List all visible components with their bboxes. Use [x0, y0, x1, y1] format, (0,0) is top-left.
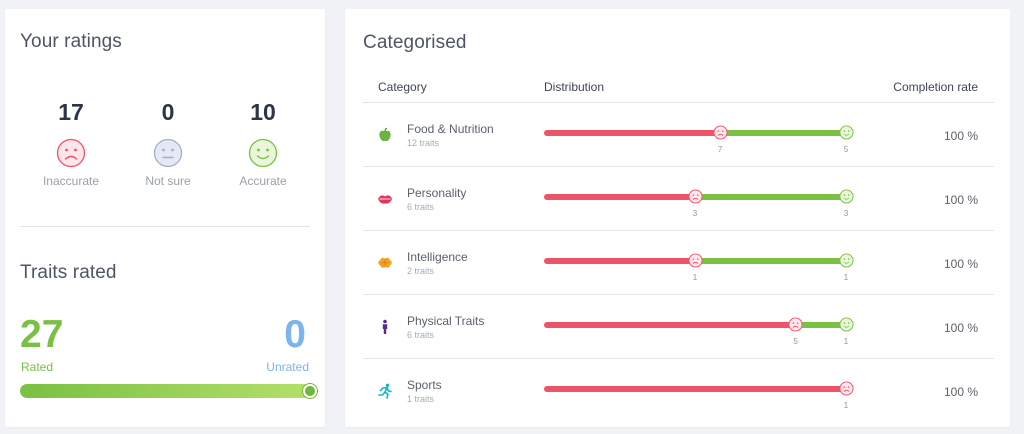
completion-rate: 100 %	[943, 129, 978, 143]
category-trait-count: 6 traits	[407, 202, 435, 212]
category-trait-count: 2 traits	[407, 266, 435, 276]
sad-face-icon	[56, 138, 86, 168]
completion-rate: 100 %	[943, 193, 978, 207]
column-header-completion: Completion rate	[893, 80, 978, 94]
inaccurate-count-label: 7	[717, 145, 723, 154]
table-row: Intelligence 2 traits 1 1 100 %	[363, 231, 994, 295]
happy-face-icon	[838, 189, 854, 204]
distribution-bar: 5 1	[544, 316, 854, 350]
rated-label: Rated	[21, 360, 54, 374]
unrated-label: Unrated	[266, 360, 309, 374]
category-name: Personality	[407, 186, 467, 200]
table-row: Food & Nutrition 12 traits 7 5 100 %	[363, 103, 994, 167]
accurate-segment	[695, 194, 846, 200]
distribution-bar: 1	[544, 380, 854, 414]
inaccurate-label: Inaccurate	[42, 174, 100, 188]
category-name: Sports	[407, 378, 442, 392]
category-name: Physical Traits	[407, 314, 485, 328]
column-header-category: Category	[378, 80, 427, 94]
column-header-distribution: Distribution	[544, 80, 605, 94]
inaccurate-segment	[544, 258, 695, 264]
distribution-bar: 1 1	[544, 252, 854, 286]
inaccurate-count: 17	[58, 99, 84, 125]
sad-face-icon	[788, 317, 803, 332]
accurate-count-label: 3	[843, 209, 849, 218]
runner-icon	[378, 383, 392, 399]
inaccurate-count-label: 5	[793, 337, 798, 346]
sad-face-icon	[687, 253, 703, 268]
completion-rate: 100 %	[943, 385, 978, 399]
happy-face-icon	[838, 125, 854, 140]
rating-not-sure: 0 Not sure	[123, 99, 213, 188]
accurate-count-label: 1	[843, 337, 849, 346]
unrated-count: 0	[284, 313, 306, 356]
inaccurate-segment	[544, 386, 846, 392]
not-sure-count: 0	[161, 99, 175, 125]
inaccurate-segment	[544, 194, 695, 200]
lips-icon	[378, 195, 392, 204]
header-divider	[363, 102, 994, 103]
traits-rated-title: Traits rated	[20, 262, 117, 283]
inaccurate-count-label: 1	[692, 273, 698, 282]
category-name: Intelligence	[407, 250, 468, 264]
accurate-segment	[695, 258, 846, 264]
sad-face-icon	[687, 189, 703, 204]
rating-inaccurate: 17 Inaccurate	[26, 99, 116, 188]
inaccurate-count-label: 3	[692, 209, 698, 218]
completion-rate: 100 %	[943, 321, 978, 335]
distribution-bar: 7 5	[544, 124, 854, 158]
distribution-bar: 3 3	[544, 188, 854, 222]
category-trait-count: 12 traits	[407, 138, 440, 148]
not-sure-label: Not sure	[145, 174, 191, 188]
ratings-card: Your ratings 17 Inaccurate 0 Not sure 10…	[5, 9, 325, 427]
sad-face-icon	[713, 125, 728, 140]
categorised-title: Categorised	[363, 32, 467, 53]
ratings-title: Your ratings	[20, 31, 122, 52]
accurate-label: Accurate	[239, 174, 287, 188]
neutral-face-icon	[153, 138, 183, 168]
table-row: Personality 6 traits 3 3 100 %	[363, 167, 994, 231]
category-name: Food & Nutrition	[407, 122, 494, 136]
accurate-count-label: 5	[843, 145, 849, 154]
accurate-segment	[720, 130, 846, 136]
divider	[20, 226, 310, 227]
happy-face-icon	[838, 317, 854, 332]
happy-face-icon	[838, 253, 854, 268]
apple-icon	[379, 127, 391, 142]
rated-count: 27	[20, 313, 64, 356]
rating-accurate: 10 Accurate	[218, 99, 308, 188]
inaccurate-count-label: 1	[843, 401, 849, 410]
progress-knob	[303, 384, 317, 398]
sad-face-icon	[838, 381, 854, 396]
traits-progress-bar	[20, 384, 317, 398]
completion-rate: 100 %	[943, 257, 978, 271]
happy-face-icon	[248, 138, 278, 168]
person-icon	[382, 319, 388, 334]
accurate-segment	[795, 322, 846, 328]
progress-fill	[20, 384, 317, 398]
table-row: Physical Traits 6 traits 5 1 100 %	[363, 295, 994, 359]
inaccurate-segment	[544, 322, 796, 328]
accurate-count: 10	[250, 99, 276, 125]
accurate-count-label: 1	[843, 273, 849, 282]
category-trait-count: 1 traits	[407, 394, 435, 404]
categorised-card: Categorised Category Distribution Comple…	[345, 9, 1010, 427]
category-trait-count: 6 traits	[407, 330, 435, 340]
table-row: Sports 1 traits 1 100 %	[363, 359, 994, 423]
inaccurate-segment	[544, 130, 721, 136]
brain-icon	[378, 257, 392, 268]
